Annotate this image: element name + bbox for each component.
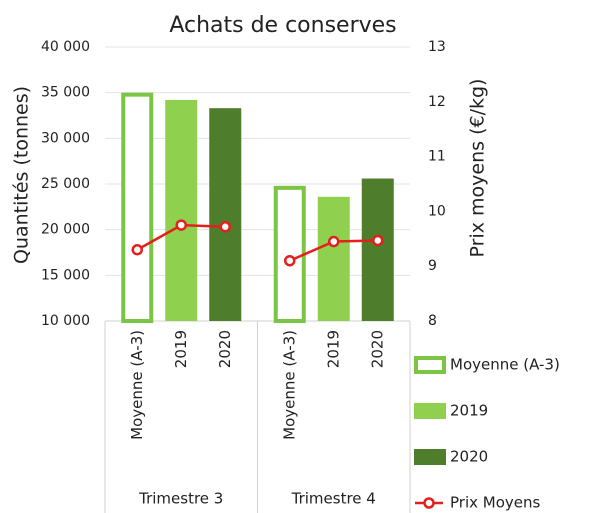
chart-title: Achats de conserves: [169, 13, 396, 38]
price-marker: [284, 254, 296, 267]
legend-marker: [423, 497, 435, 509]
bar: [361, 178, 394, 321]
sub-category-label: Moyenne (A-3): [128, 330, 146, 440]
y2-tick-label: 8: [428, 313, 437, 329]
y2-axis-title: Prix moyens (€/kg): [467, 79, 489, 258]
y2-tick-label: 13: [428, 39, 446, 55]
bar: [273, 185, 306, 323]
y2-tick-label: 11: [428, 149, 446, 165]
price-marker: [328, 235, 340, 248]
legend-swatch: [414, 403, 446, 419]
price-marker: [175, 219, 187, 231]
sub-category-label: 2019: [324, 330, 342, 368]
y2-tick-label: 9: [428, 258, 437, 274]
y-tick-label: 20 000: [41, 222, 90, 238]
legend-label: 2019: [450, 402, 488, 420]
y-tick-label: 30 000: [41, 130, 90, 146]
y-tick-label: 15 000: [41, 267, 90, 283]
sub-category-label: 2020: [368, 330, 386, 368]
bar: [209, 108, 242, 322]
sub-category-label: Moyenne (A-3): [280, 330, 298, 440]
bar: [121, 92, 154, 323]
y2-tick-label: 12: [428, 94, 446, 110]
bar: [165, 99, 198, 322]
bar: [317, 196, 350, 321]
legend-label: 2020: [450, 448, 488, 466]
price-marker: [219, 220, 231, 233]
legend-label: Moyenne (A-3): [450, 356, 560, 374]
price-marker: [372, 234, 384, 247]
legend-label: Prix Moyens: [450, 494, 540, 512]
y-tick-label: 35 000: [41, 85, 90, 101]
category-label: Trimestre 4: [291, 490, 376, 508]
legend-swatch: [414, 356, 446, 374]
legend-swatch: [414, 449, 446, 465]
y-tick-label: 10 000: [41, 313, 90, 329]
y-axis-title: Quantités (tonnes): [11, 86, 33, 264]
y-tick-label: 40 000: [41, 39, 90, 55]
y-tick-label: 25 000: [41, 176, 90, 192]
y2-tick-label: 10: [428, 203, 446, 219]
category-label: Trimestre 3: [138, 490, 223, 508]
sub-category-label: 2020: [216, 330, 234, 368]
price-marker: [131, 244, 143, 256]
sub-category-label: 2019: [172, 330, 190, 368]
